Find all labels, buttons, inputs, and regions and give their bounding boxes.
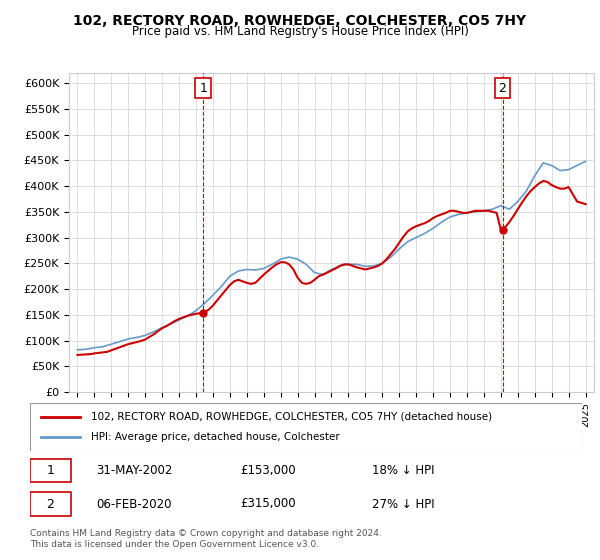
Text: This data is licensed under the Open Government Licence v3.0.: This data is licensed under the Open Gov… [30, 540, 319, 549]
Text: 06-FEB-2020: 06-FEB-2020 [96, 497, 172, 511]
Text: £153,000: £153,000 [240, 464, 295, 477]
Text: 31-MAY-2002: 31-MAY-2002 [96, 464, 173, 477]
FancyBboxPatch shape [30, 403, 582, 451]
Text: £315,000: £315,000 [240, 497, 295, 511]
Text: HPI: Average price, detached house, Colchester: HPI: Average price, detached house, Colc… [91, 432, 340, 442]
Text: 1: 1 [46, 464, 55, 477]
Text: 102, RECTORY ROAD, ROWHEDGE, COLCHESTER, CO5 7HY (detached house): 102, RECTORY ROAD, ROWHEDGE, COLCHESTER,… [91, 412, 492, 422]
FancyBboxPatch shape [30, 492, 71, 516]
Text: 27% ↓ HPI: 27% ↓ HPI [372, 497, 435, 511]
Text: Contains HM Land Registry data © Crown copyright and database right 2024.: Contains HM Land Registry data © Crown c… [30, 529, 382, 538]
Text: 102, RECTORY ROAD, ROWHEDGE, COLCHESTER, CO5 7HY: 102, RECTORY ROAD, ROWHEDGE, COLCHESTER,… [73, 14, 527, 28]
Text: 2: 2 [499, 82, 506, 95]
FancyBboxPatch shape [30, 459, 71, 482]
Text: 1: 1 [199, 82, 207, 95]
Text: Price paid vs. HM Land Registry's House Price Index (HPI): Price paid vs. HM Land Registry's House … [131, 25, 469, 38]
Text: 2: 2 [46, 497, 55, 511]
Text: 18% ↓ HPI: 18% ↓ HPI [372, 464, 435, 477]
